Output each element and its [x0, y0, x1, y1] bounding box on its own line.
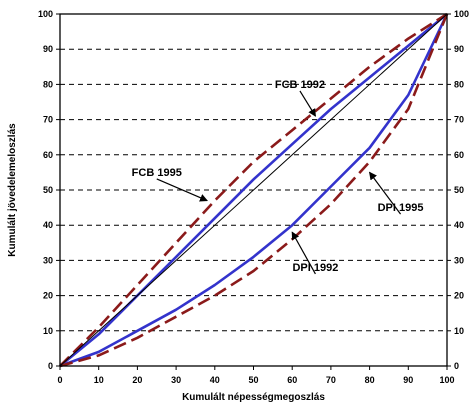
annotation-dpi-1995-label: DPI 1995 [378, 202, 424, 214]
y-tick-label-right: 20 [454, 291, 464, 301]
x-tick-label: 0 [57, 375, 62, 385]
y-tick-label: 100 [38, 9, 53, 19]
equality-line [59, 13, 448, 367]
series-fcb-1995 [59, 12, 448, 367]
y-tick-label-right: 60 [454, 150, 464, 160]
y-tick-label: 80 [43, 79, 53, 89]
annotation-fcb-1995-label: FCB 1995 [132, 167, 182, 179]
x-tick-label: 100 [439, 375, 454, 385]
y-tick-label-right: 0 [454, 361, 459, 371]
y-tick-label-right: 90 [454, 44, 464, 54]
y-tick-label: 10 [43, 326, 53, 336]
annotation-fcb-1992-arrow [299, 90, 316, 117]
y-tick-label-right: 50 [454, 185, 464, 195]
y-tick-label: 70 [43, 115, 53, 125]
series-dpi-1992 [59, 13, 449, 368]
x-tick-label: 90 [403, 375, 413, 385]
annotation-fcb-1992-label: FCB 1992 [275, 79, 325, 91]
y-tick-label: 60 [43, 150, 53, 160]
y-tick-label-right: 100 [454, 9, 469, 19]
x-tick-label: 70 [326, 375, 336, 385]
x-axis-title: Kumulált népességmegoszlás [182, 392, 325, 403]
y-tick-label-right: 70 [454, 115, 464, 125]
annotation-dpi-1992-arrow [291, 231, 316, 275]
x-tick-label: 30 [171, 375, 181, 385]
annotation-dpi-1995-arrow [369, 171, 402, 215]
series-fcb-1992 [59, 12, 448, 368]
x-tick-label: 60 [287, 375, 297, 385]
annotation-fcb-1995-arrow [156, 178, 208, 202]
y-tick-label-right: 10 [454, 326, 464, 336]
y-axis-title: Kumulált jövedelemeloszlás [7, 123, 18, 257]
y-tick-label-right: 40 [454, 220, 464, 230]
y-tick-label: 20 [43, 291, 53, 301]
y-tick-label: 30 [43, 255, 53, 265]
x-tick-label: 50 [248, 375, 258, 385]
x-tick-label: 80 [365, 375, 375, 385]
y-tick-label: 50 [43, 185, 53, 195]
series-dpi-1995 [59, 13, 449, 368]
annotation-dpi-1992-label: DPI 1992 [292, 262, 338, 274]
x-tick-label: 10 [94, 375, 104, 385]
y-tick-label-right: 30 [454, 255, 464, 265]
y-tick-label: 40 [43, 220, 53, 230]
x-tick-label: 20 [132, 375, 142, 385]
x-tick-label: 40 [210, 375, 220, 385]
y-tick-label: 0 [48, 361, 53, 371]
annotations: FCB 1992 FCB 1995 DPI 1995 DPI 1992 [132, 79, 424, 275]
y-tick-label: 90 [43, 44, 53, 54]
y-tick-label-right: 80 [454, 79, 464, 89]
series-lines [59, 12, 449, 368]
